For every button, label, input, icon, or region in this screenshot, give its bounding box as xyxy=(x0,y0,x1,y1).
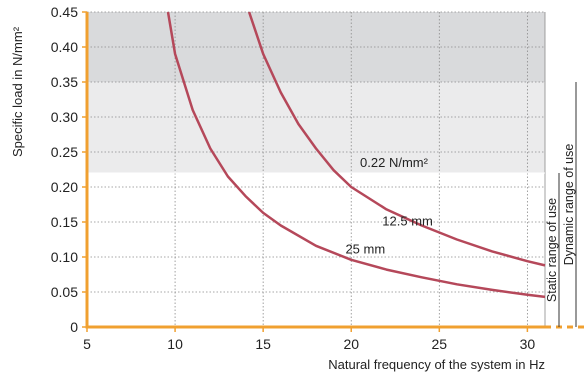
band-1 xyxy=(87,82,545,173)
curve-label-1: 25 mm xyxy=(345,242,385,257)
x-tick-label-1: 10 xyxy=(167,336,183,352)
y-tick-label-7: 0.35 xyxy=(51,74,78,90)
y-tick-label-0: 0 xyxy=(70,319,78,335)
y-tick-label-6: 0.30 xyxy=(51,109,78,125)
y-tick-label-3: 0.15 xyxy=(51,214,78,230)
range-indicators: Static range of use Dynamic range of use xyxy=(545,82,577,327)
x-tick-label-4: 25 xyxy=(432,336,448,352)
threshold-label: 0.22 N/mm² xyxy=(360,155,429,170)
axes xyxy=(85,12,586,329)
x-tick-label-5: 30 xyxy=(520,336,536,352)
y-tick-label-2: 0.10 xyxy=(51,249,78,265)
curves: 12.5 mm 25 mm xyxy=(166,11,546,299)
y-tick-label-5: 0.25 xyxy=(51,144,78,160)
x-tick-label-2: 15 xyxy=(255,336,271,352)
dynamic-range-label: Dynamic range of use xyxy=(562,144,576,266)
y-tick-label-4: 0.20 xyxy=(51,179,78,195)
y-tick-label-1: 0.05 xyxy=(51,284,78,300)
y-axis-label: Specific load in N/mm² xyxy=(10,26,25,157)
curve-label-0: 12.5 mm xyxy=(382,214,433,229)
tick-labels: 5 10 15 20 25 30 0 0.05 0.10 0.15 0.20 0.25 0.30 0.35… xyxy=(51,4,536,352)
y-tick-label-9: 0.45 xyxy=(51,4,78,20)
x-tick-label-3: 20 xyxy=(343,336,359,352)
threshold-line: 0.22 N/mm² xyxy=(87,155,545,174)
curve-1 xyxy=(166,11,546,299)
grid-lines xyxy=(87,11,546,327)
static-range-label: Static range of use xyxy=(545,198,559,302)
x-tick-label-0: 5 xyxy=(83,336,91,352)
y-tick-label-8: 0.40 xyxy=(51,39,78,55)
curve-0 xyxy=(247,11,546,267)
x-axis-label: Natural frequency of the system in Hz xyxy=(328,357,545,372)
